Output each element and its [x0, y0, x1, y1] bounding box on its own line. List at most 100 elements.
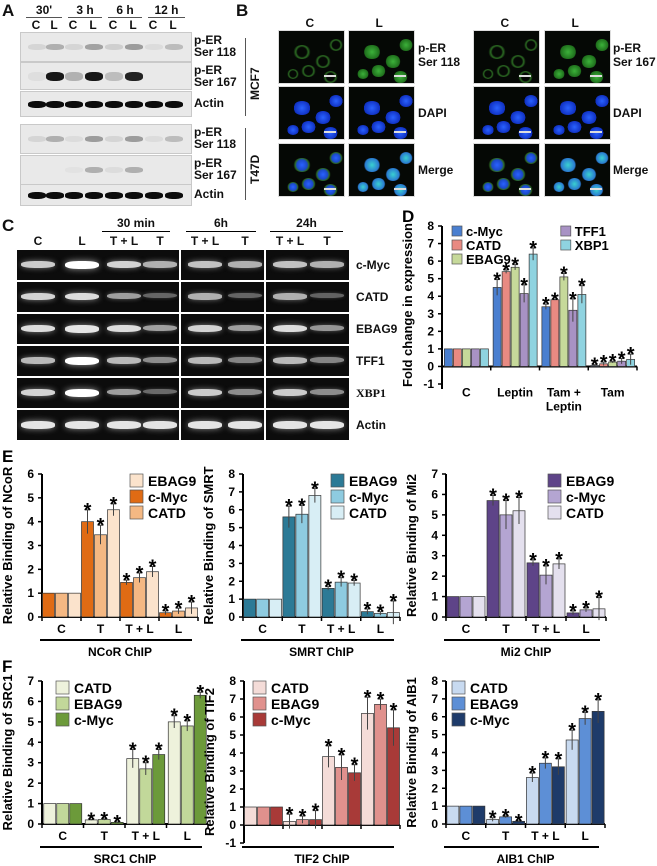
legend-label: c-Myc [74, 712, 114, 728]
micrograph-image [473, 86, 540, 140]
y-axis-title: Relative Binding of SRC1 [0, 674, 15, 830]
bar [453, 348, 462, 367]
cell-nucleus [323, 127, 338, 139]
y-tick-label: 0 [427, 359, 434, 373]
significance-asterisk: * [364, 687, 372, 709]
cell-nucleus [510, 111, 526, 124]
gel-band [65, 293, 99, 301]
scale-bar [590, 188, 602, 190]
legend-swatch [55, 712, 70, 727]
y-tick-label: 5 [27, 715, 34, 729]
y-tick-label: 6 [27, 694, 34, 708]
bar [552, 766, 565, 825]
gel-strip [181, 378, 264, 408]
gel-band [228, 389, 262, 396]
legend-swatch [451, 712, 466, 727]
cell-line-label-t47d: T47D [248, 154, 262, 184]
gel-lane-label: T + L [275, 234, 305, 248]
y-tick-label: 4 [431, 746, 438, 760]
scale-bar [590, 131, 602, 133]
x-category-label: L [184, 829, 191, 843]
cell-nucleus [301, 178, 316, 190]
gel-band [310, 325, 344, 332]
bar [374, 704, 387, 826]
bar [282, 516, 296, 618]
gel-band [228, 325, 262, 332]
micrograph-image [348, 143, 415, 197]
y-tick-label: 5 [431, 508, 438, 522]
x-category-label: L [377, 622, 384, 636]
cell-nucleus [363, 101, 381, 115]
cell-nucleus [315, 111, 331, 124]
western-blot-strip [20, 62, 192, 90]
x-category-label: C [462, 385, 471, 399]
lane-label: C [68, 18, 78, 32]
significance-asterisk: * [123, 570, 131, 592]
significance-asterisk: * [515, 487, 523, 509]
micrograph-row-label: Ser 118 [418, 55, 461, 69]
gel-band [21, 389, 55, 397]
legend-label: CATD [566, 505, 604, 521]
timepoint-underline [148, 17, 185, 18]
bar [510, 266, 520, 367]
y-tick-label: 4 [27, 735, 34, 749]
significance-asterisk: * [489, 808, 497, 830]
cell-nucleus [287, 125, 299, 135]
y-tick-label: 4 [228, 539, 235, 553]
y-tick-label: 4 [431, 528, 438, 542]
cell-nucleus [559, 101, 577, 115]
significance-asterisk: * [493, 270, 501, 292]
cell-nucleus [371, 178, 386, 190]
mcf7-bracket [245, 38, 246, 116]
blot-row-label: p-ER [194, 125, 222, 139]
y-axis-title: Relative Binding of Mi2 [404, 474, 419, 617]
blot-band [145, 44, 163, 50]
bar [295, 513, 309, 618]
significance-asterisk: * [489, 485, 497, 507]
significance-asterisk: * [142, 753, 150, 775]
x-category-label: Leptin [546, 399, 582, 413]
bar [152, 754, 166, 825]
significance-asterisk: * [529, 238, 537, 260]
significance-asterisk: * [569, 289, 577, 311]
y-tick-label: 2 [27, 562, 34, 576]
blot-band [28, 100, 46, 108]
blot-band [46, 44, 64, 50]
significance-asterisk: * [555, 549, 563, 571]
blot-band [85, 191, 103, 199]
blot-band [85, 71, 103, 81]
significance-asterisk: * [591, 355, 599, 377]
y-tick-label: 7 [431, 692, 438, 706]
cell-nucleus [595, 95, 609, 107]
legend-swatch [252, 696, 267, 711]
cell-nucleus [510, 168, 526, 181]
blot-band [65, 100, 83, 108]
legend-swatch [55, 696, 70, 711]
panel-c-letter: C [2, 216, 15, 235]
x-category-label: C [58, 829, 67, 843]
gel-gene-label: EBAG9 [356, 322, 398, 336]
cell-nucleus [329, 95, 343, 107]
timepoint-underline [108, 17, 142, 18]
gel-band [273, 357, 307, 364]
significance-asterisk: * [581, 702, 589, 724]
x-category-label: T [97, 622, 105, 636]
gel-lane-label: T [156, 234, 164, 248]
blot-row-label: Actin [194, 96, 224, 110]
blot-band [145, 136, 163, 142]
significance-asterisk: * [377, 689, 385, 711]
bar [94, 534, 107, 618]
significance-asterisk: * [627, 344, 635, 366]
blot-band [105, 44, 123, 50]
lane-label: C [31, 18, 41, 32]
gel-band [107, 357, 141, 364]
bar [167, 721, 181, 825]
y-tick-label: 5 [27, 491, 34, 505]
gel-gene-label: TFF1 [356, 354, 385, 368]
gel-strip [17, 282, 179, 312]
